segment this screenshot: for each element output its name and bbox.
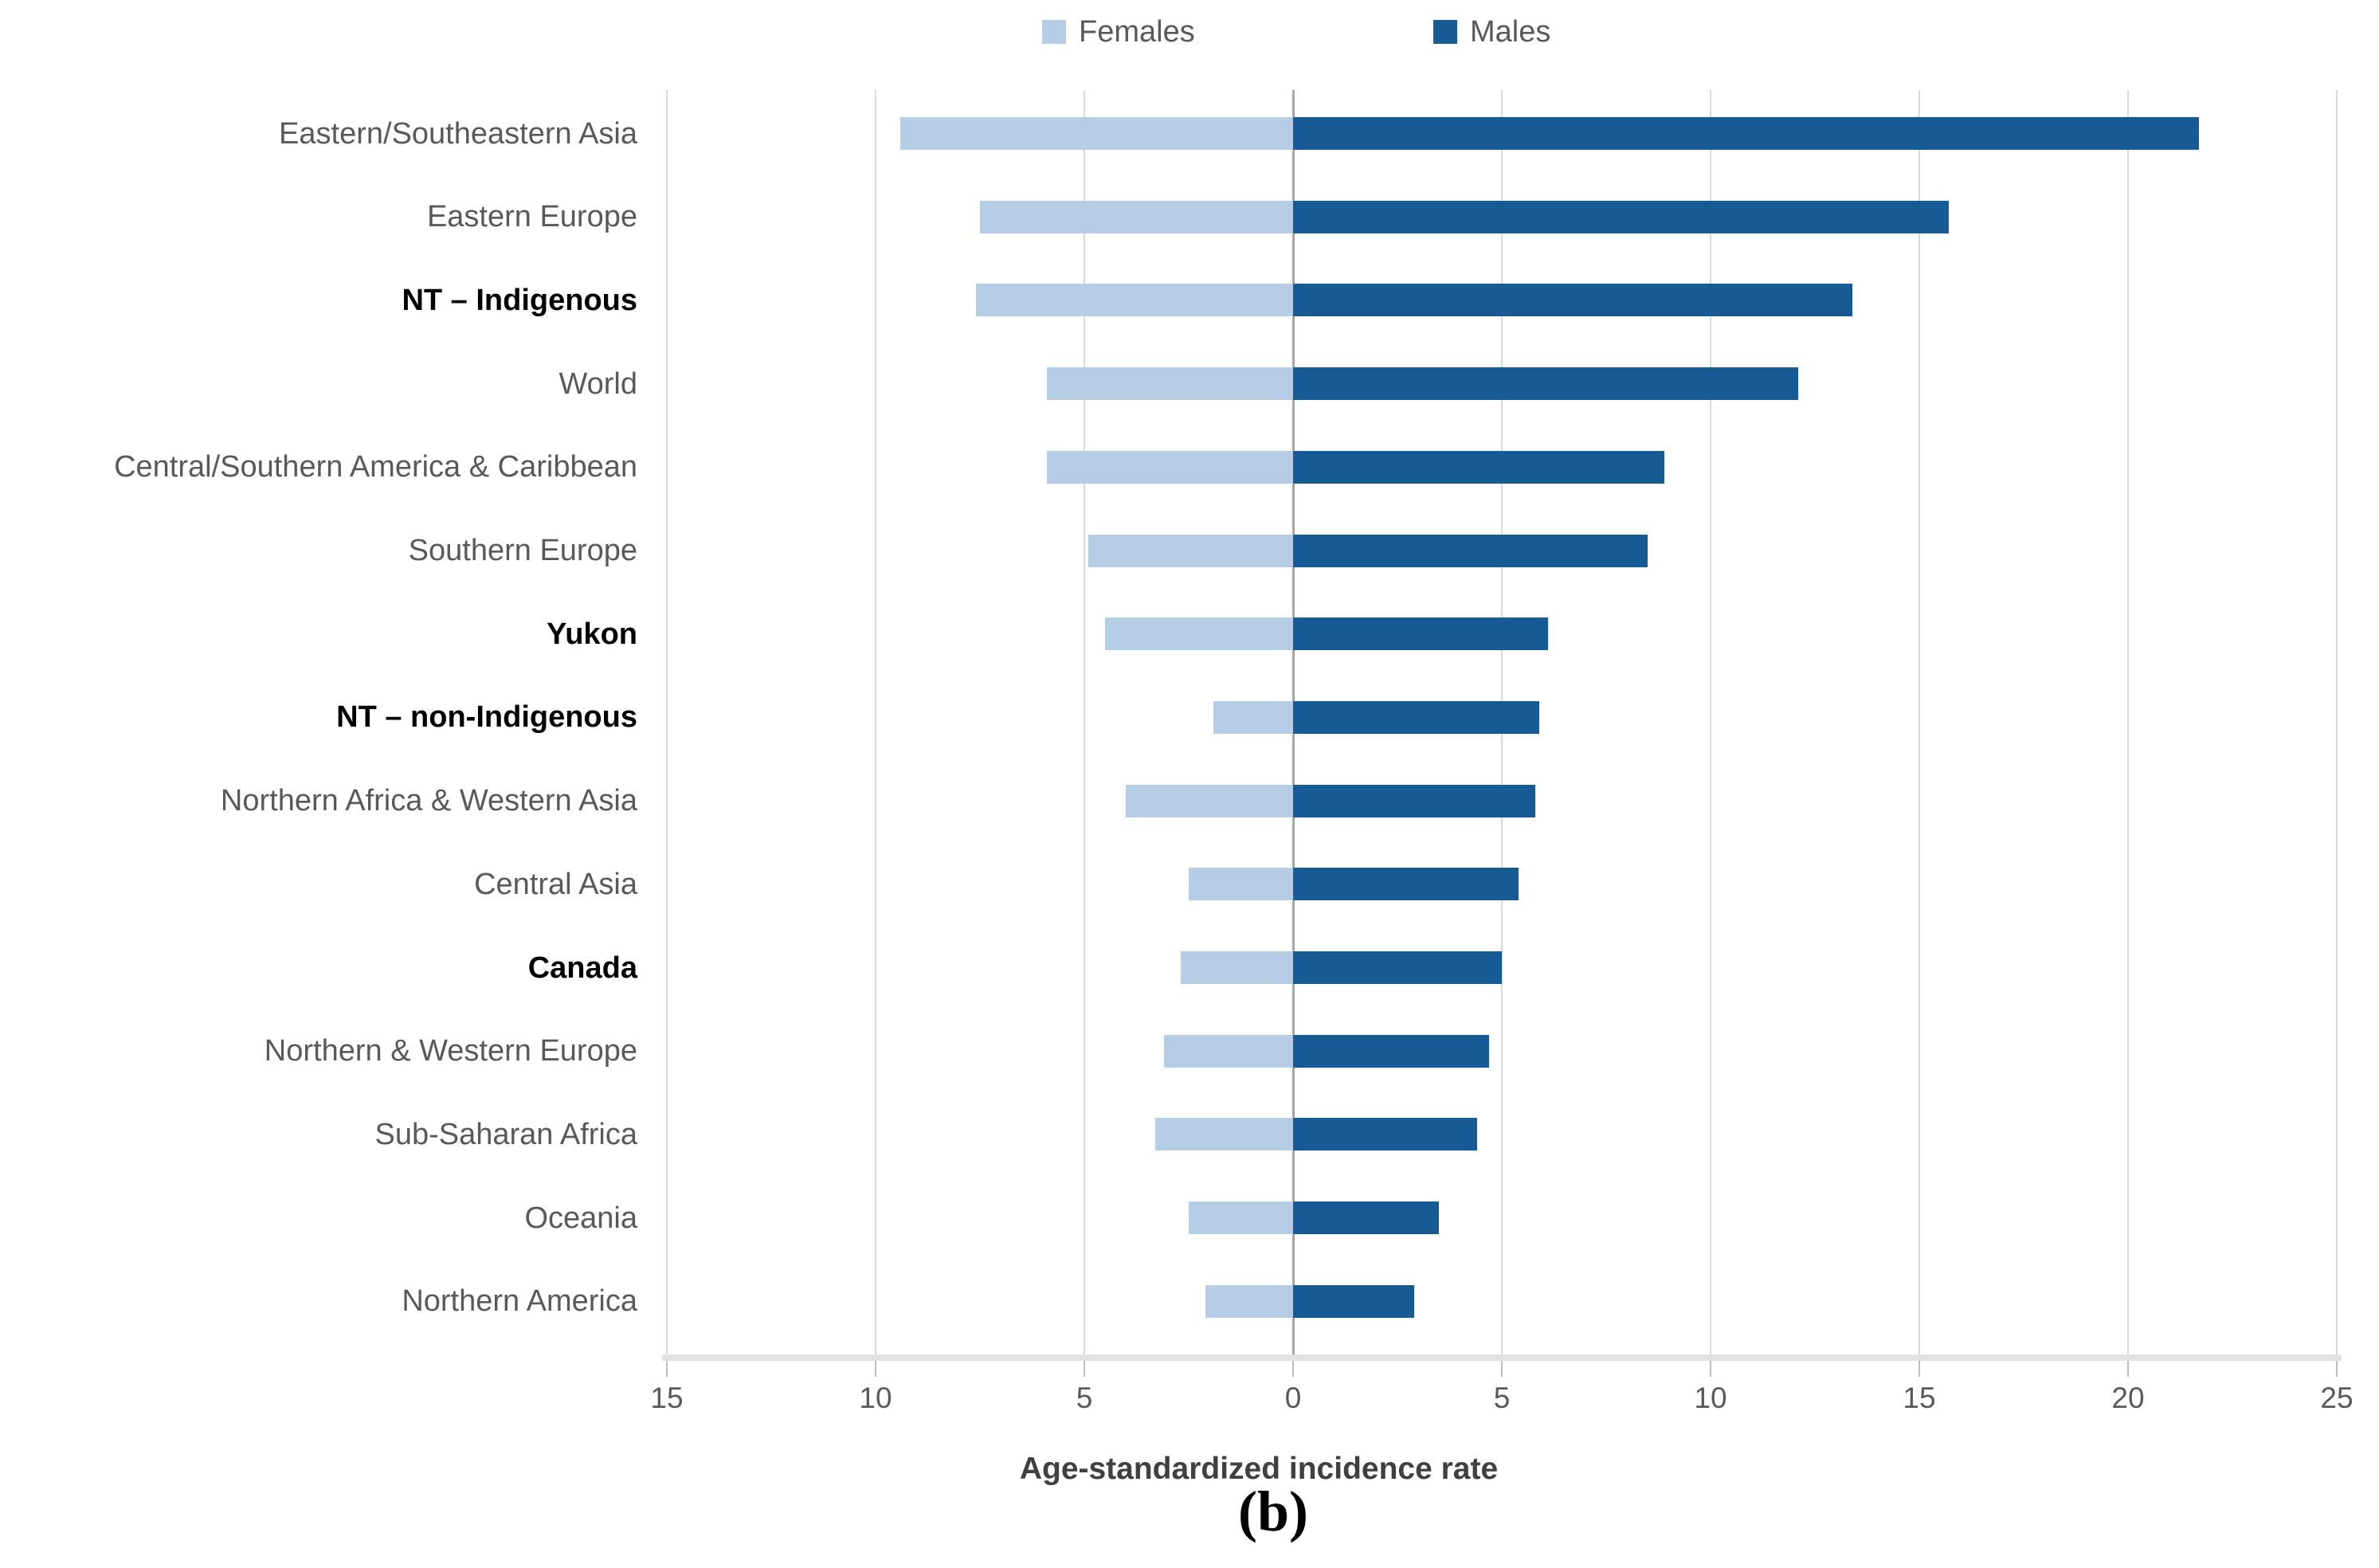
- category-label: Eastern Europe: [426, 200, 637, 234]
- axis-tick: [875, 1361, 876, 1377]
- category-label: NT – non-Indigenous: [336, 700, 637, 735]
- legend-item-males: Males: [1433, 13, 1550, 51]
- female-bar: [1180, 951, 1293, 984]
- female-bar: [1163, 1034, 1293, 1068]
- male-bar: [1293, 117, 2200, 150]
- category-label: NT – Indigenous: [402, 283, 637, 317]
- category-label: Eastern/Southeastern Asia: [279, 116, 637, 151]
- x-tick-label: 0: [1284, 1382, 1302, 1414]
- category-label: Southern Europe: [408, 534, 637, 567]
- male-bar: [1293, 1118, 1477, 1151]
- male-bar: [1293, 534, 1648, 567]
- males-legend-label: Males: [1470, 14, 1551, 49]
- female-bar: [1046, 450, 1293, 484]
- axis-tick: [666, 1361, 668, 1377]
- female-bar: [1046, 367, 1293, 401]
- male-bar: [1293, 284, 1853, 317]
- male-bar: [1293, 200, 1949, 233]
- female-bar: [900, 117, 1293, 150]
- male-bar: [1293, 450, 1665, 484]
- x-axis-line: [662, 1354, 2342, 1361]
- legend-item-females: Females: [1042, 13, 1195, 51]
- category-label: Sub-Saharan Africa: [374, 1117, 637, 1151]
- gridline: [1918, 90, 1920, 1354]
- category-label: Northern & Western Europe: [264, 1034, 637, 1068]
- axis-tick: [1918, 1361, 1920, 1377]
- gridline: [2127, 90, 2129, 1354]
- male-bar: [1293, 617, 1548, 651]
- x-tick-label: 15: [650, 1382, 684, 1414]
- male-bar: [1293, 951, 1502, 984]
- female-bar: [1126, 784, 1293, 817]
- axis-tick: [1501, 1361, 1503, 1377]
- male-bar: [1293, 1034, 1490, 1068]
- axis-tick: [2127, 1361, 2129, 1377]
- gridline: [875, 90, 876, 1354]
- x-tick-label: 15: [1903, 1382, 1936, 1414]
- females-swatch-icon: [1042, 20, 1066, 44]
- axis-tick: [1292, 1361, 1294, 1377]
- male-bar: [1293, 1201, 1440, 1235]
- female-bar: [1088, 534, 1293, 567]
- category-label: Yukon: [546, 617, 637, 651]
- category-label: Central Asia: [474, 867, 637, 901]
- figure-caption: (b): [1238, 1480, 1308, 1543]
- gridline: [1710, 90, 1711, 1354]
- gridline: [2336, 90, 2338, 1354]
- males-swatch-icon: [1433, 20, 1457, 44]
- female-bar: [1105, 617, 1293, 651]
- female-bar: [975, 284, 1293, 317]
- category-label: Central/Southern America & Caribbean: [114, 450, 637, 484]
- female-bar: [1189, 1201, 1293, 1235]
- category-label: Oceania: [524, 1201, 637, 1235]
- category-label: Canada: [527, 951, 637, 985]
- male-bar: [1293, 367, 1799, 401]
- female-bar: [1213, 700, 1293, 734]
- category-label: Northern America: [402, 1284, 637, 1319]
- gridline: [666, 90, 668, 1354]
- x-tick-label: 25: [2320, 1382, 2354, 1414]
- female-bar: [1155, 1118, 1293, 1151]
- female-bar: [1205, 1284, 1293, 1318]
- female-bar: [980, 200, 1293, 233]
- x-tick-label: 10: [859, 1382, 892, 1414]
- category-label: World: [558, 367, 637, 401]
- gridline: [1084, 90, 1085, 1354]
- axis-tick: [1710, 1361, 1711, 1377]
- female-bar: [1189, 868, 1293, 901]
- x-tick-label: 5: [1493, 1382, 1511, 1414]
- male-bar: [1293, 700, 1540, 734]
- axis-tick: [2336, 1361, 2338, 1377]
- male-bar: [1293, 868, 1519, 901]
- category-label: Northern Africa & Western Asia: [220, 784, 637, 818]
- axis-tick: [1084, 1361, 1085, 1377]
- x-tick-label: 20: [2111, 1382, 2145, 1414]
- females-legend-label: Females: [1079, 14, 1195, 49]
- x-tick-label: 10: [1694, 1382, 1727, 1414]
- male-bar: [1293, 784, 1535, 817]
- x-tick-label: 5: [1076, 1382, 1093, 1414]
- x-axis-title: Age-standardized incidence rate: [1019, 1452, 1499, 1486]
- male-bar: [1293, 1284, 1414, 1318]
